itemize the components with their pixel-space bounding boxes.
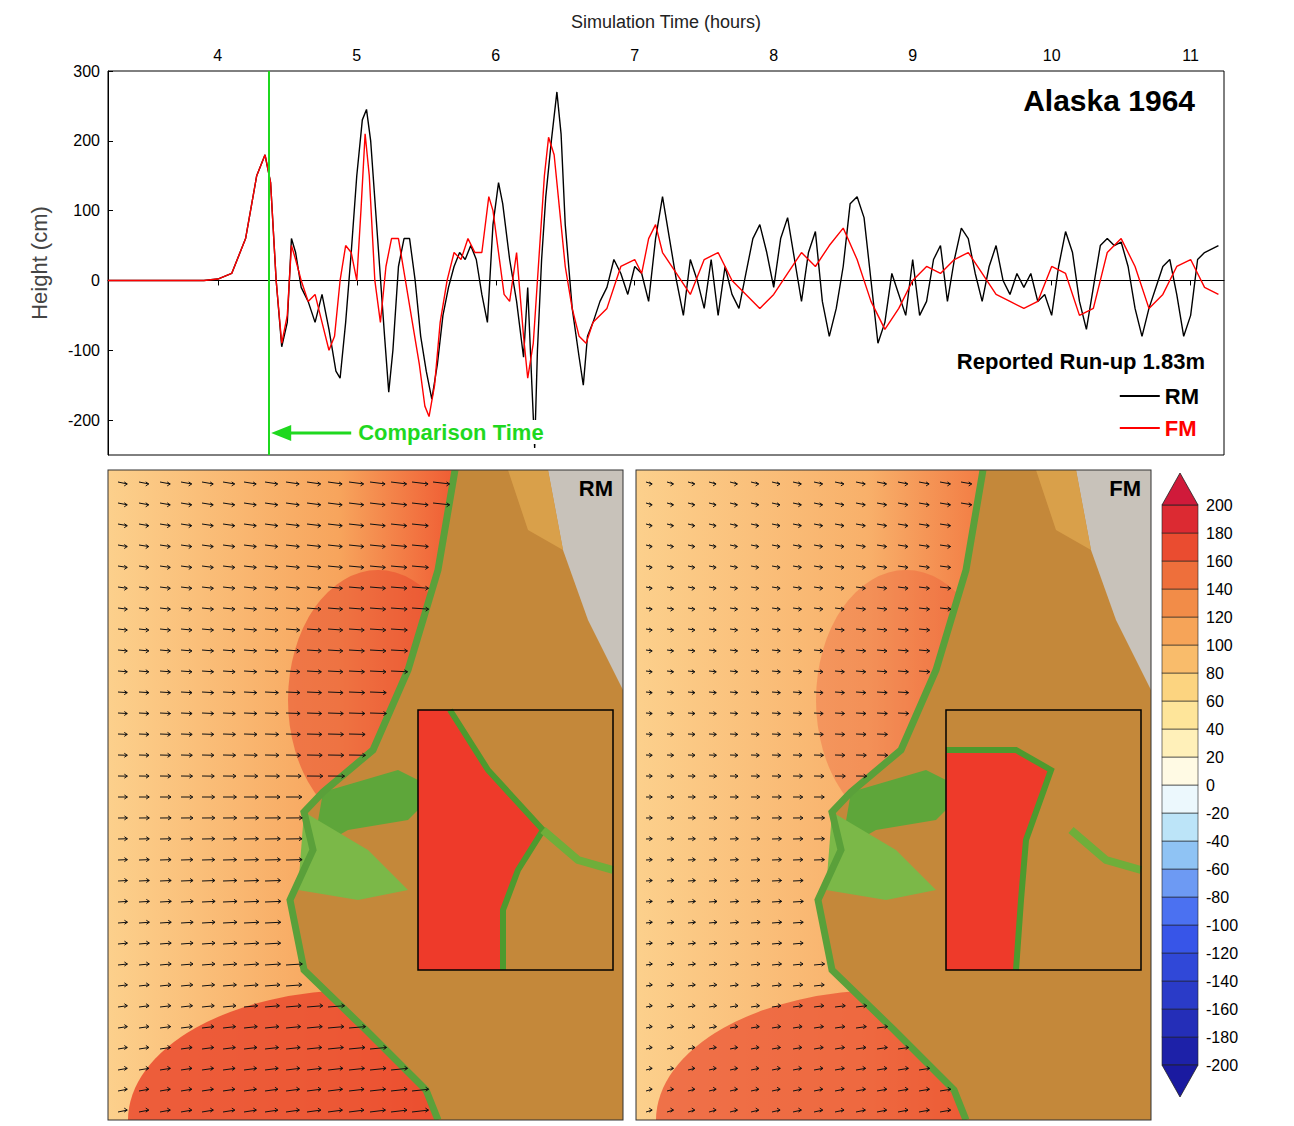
- svg-text:200: 200: [1206, 497, 1233, 514]
- svg-text:10: 10: [1043, 47, 1061, 64]
- svg-text:120: 120: [1206, 609, 1233, 626]
- svg-text:FM: FM: [1109, 476, 1141, 501]
- svg-text:200: 200: [73, 132, 100, 149]
- svg-text:0: 0: [1206, 777, 1215, 794]
- svg-text:100: 100: [73, 202, 100, 219]
- svg-text:-80: -80: [1206, 889, 1229, 906]
- svg-text:Alaska 1964: Alaska 1964: [1023, 84, 1195, 117]
- svg-text:Comparison Time: Comparison Time: [358, 420, 543, 445]
- svg-text:-200: -200: [68, 412, 100, 429]
- svg-text:5: 5: [352, 47, 361, 64]
- svg-text:-40: -40: [1206, 833, 1229, 850]
- svg-text:-160: -160: [1206, 1001, 1238, 1018]
- svg-text:11: 11: [1182, 47, 1199, 64]
- svg-text:4: 4: [213, 47, 222, 64]
- svg-text:-140: -140: [1206, 973, 1238, 990]
- svg-text:160: 160: [1206, 553, 1233, 570]
- svg-text:20: 20: [1206, 749, 1224, 766]
- svg-text:-20: -20: [1206, 805, 1229, 822]
- svg-text:-100: -100: [1206, 917, 1238, 934]
- svg-text:Reported Run-up 1.83m: Reported Run-up 1.83m: [957, 349, 1205, 374]
- svg-text:FM: FM: [1165, 416, 1197, 441]
- svg-text:300: 300: [73, 63, 100, 80]
- svg-text:-60: -60: [1206, 861, 1229, 878]
- svg-text:Height (cm): Height (cm): [27, 206, 52, 320]
- svg-text:6: 6: [491, 47, 500, 64]
- svg-text:0: 0: [91, 272, 100, 289]
- svg-text:RM: RM: [1165, 384, 1199, 409]
- svg-text:140: 140: [1206, 581, 1233, 598]
- svg-text:-100: -100: [68, 342, 100, 359]
- svg-text:7: 7: [630, 47, 639, 64]
- svg-text:RM: RM: [579, 476, 613, 501]
- svg-text:8: 8: [769, 47, 778, 64]
- svg-text:60: 60: [1206, 693, 1224, 710]
- svg-text:40: 40: [1206, 721, 1224, 738]
- svg-text:80: 80: [1206, 665, 1224, 682]
- svg-text:Simulation Time (hours): Simulation Time (hours): [571, 12, 761, 32]
- svg-text:100: 100: [1206, 637, 1233, 654]
- svg-text:9: 9: [908, 47, 917, 64]
- svg-text:-120: -120: [1206, 945, 1238, 962]
- svg-text:-200: -200: [1206, 1057, 1238, 1074]
- svg-text:-180: -180: [1206, 1029, 1238, 1046]
- svg-text:180: 180: [1206, 525, 1233, 542]
